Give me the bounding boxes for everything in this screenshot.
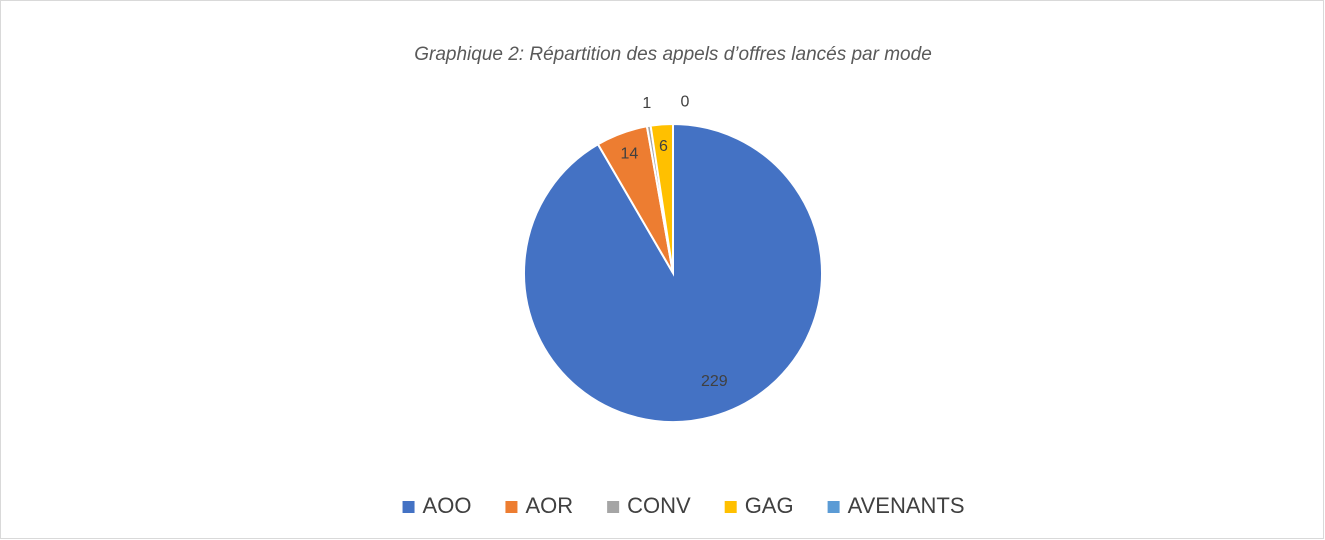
data-label: 0 [681, 94, 690, 111]
legend-label: AOO [423, 493, 472, 518]
data-label: 1 [642, 95, 651, 112]
legend-label: GAG [745, 493, 794, 518]
data-label: 229 [701, 373, 728, 390]
pie-slice [649, 122, 674, 274]
legend-swatch [724, 501, 737, 513]
legend-label: AOR [525, 493, 573, 518]
data-label: 6 [659, 138, 668, 155]
data-label: 14 [620, 145, 638, 162]
legend-swatch [505, 501, 518, 513]
legend-swatch [607, 501, 620, 513]
legend-label: CONV [627, 493, 691, 518]
legend-label: AVENANTS [848, 493, 965, 518]
legend-swatch [827, 501, 840, 513]
legend-swatch [402, 501, 415, 513]
chart-title: Graphique 2: Répartition des appels d’of… [414, 44, 932, 65]
